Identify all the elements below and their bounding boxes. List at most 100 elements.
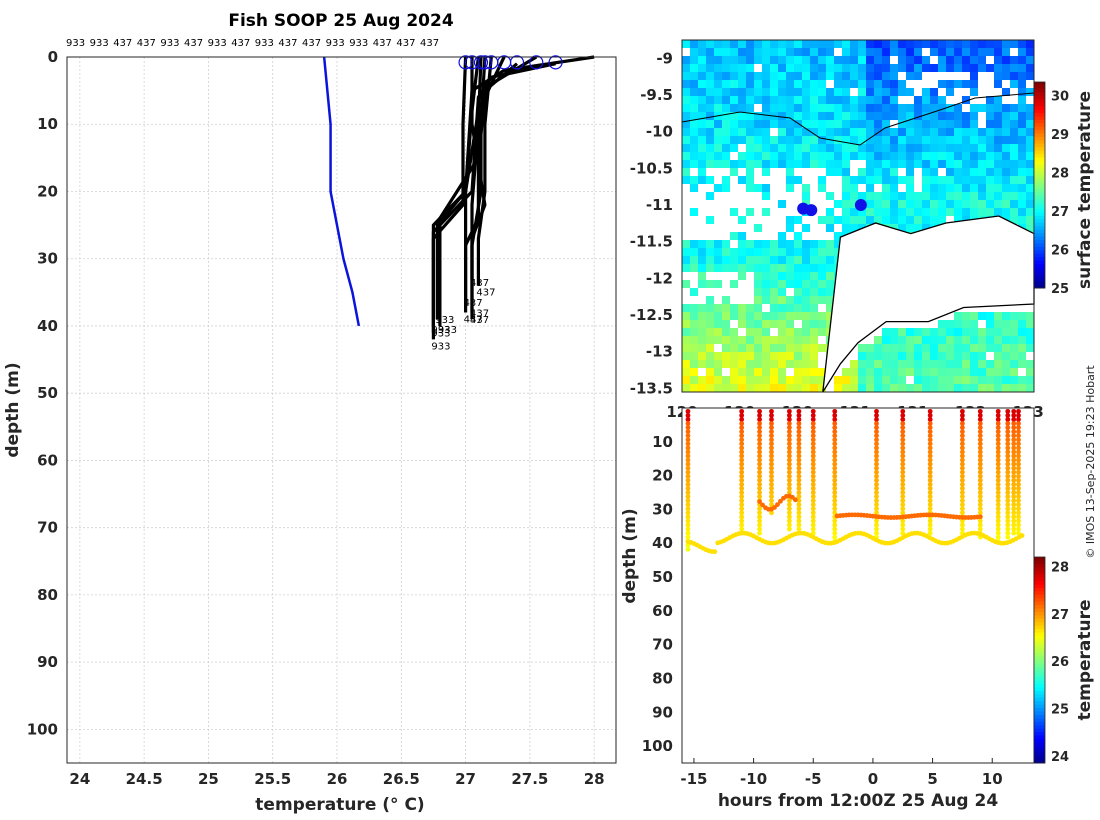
profile-label-7: 437 <box>470 278 489 289</box>
reference-profile-line <box>322 56 361 327</box>
profile-xtick-2: 25 <box>198 770 219 788</box>
profile-ytick-0: 0 <box>48 48 58 66</box>
colorbar-temperature-tick-4: 28 <box>1051 560 1069 575</box>
cast-10 <box>927 408 933 536</box>
vessel-id-14: 437 <box>396 38 415 49</box>
depth-time-ytick-3: 40 <box>652 534 673 552</box>
credit-text: © IMOS 13-Sep-2025 19:23 Hobart <box>1084 365 1097 559</box>
figure-title: Fish SOOP 25 Aug 2024 <box>228 11 454 31</box>
vessel-id-8: 933 <box>255 38 274 49</box>
surface-marker-6 <box>509 55 525 70</box>
cast-12 <box>977 408 983 540</box>
colorbar-surface-tick-3: 28 <box>1051 166 1069 181</box>
colorbar-surface-tick-5: 30 <box>1051 89 1069 104</box>
profile-xtick-1: 24.5 <box>126 770 163 788</box>
profile-label-5: 437 <box>476 288 495 299</box>
vessel-id-3: 437 <box>137 38 156 49</box>
depth-time-ytick-6: 70 <box>652 636 673 654</box>
cast-4 <box>786 408 792 532</box>
surface-marker-0 <box>458 55 473 70</box>
colorbar-temperature-tick-1: 25 <box>1051 703 1069 718</box>
profile-ytick-4: 40 <box>37 317 58 335</box>
sample-location-2 <box>854 199 867 211</box>
depth-time-xtick-1: -10 <box>740 770 767 788</box>
vessel-id-2: 437 <box>113 38 132 49</box>
cast-13 <box>995 408 1001 544</box>
vessel-id-15: 437 <box>420 38 439 49</box>
profile-line-10 <box>464 56 483 300</box>
profile-label-10: 437 <box>464 298 483 309</box>
cast-8 <box>874 408 879 540</box>
surface-marker-8 <box>548 55 563 70</box>
sst-map-panel: 120120120121121122123 -9-9.5-10-10.5-11-… <box>630 39 1095 421</box>
colorbar-temperature-tick-2: 26 <box>1051 655 1069 670</box>
colorbar-surface-label: surface temperature <box>1075 91 1095 289</box>
vessel-id-10: 437 <box>302 38 321 49</box>
map-ytick-2: -10 <box>646 123 673 141</box>
depth-time-ytick-7: 80 <box>652 669 673 687</box>
colorbar-temperature-tick-3: 27 <box>1051 608 1069 623</box>
cast-15 <box>1011 408 1017 536</box>
profile-ytick-10: 100 <box>27 720 58 738</box>
surface-marker-7 <box>529 55 544 70</box>
profile-label-9: 437 <box>470 315 489 326</box>
cast-5 <box>796 408 802 536</box>
profile-line-6 <box>435 56 480 320</box>
colorbar-surface-tick-4: 29 <box>1051 128 1069 143</box>
colorbar-surface-tick-1: 26 <box>1051 243 1069 258</box>
depth-time-panel: -15 -10 -5 0 5 10 10 20 30 40 50 60 70 80 90 100 hours… <box>620 407 1095 811</box>
profile-label-6: 933 <box>435 315 454 326</box>
profile-label-3: 437 <box>470 309 489 320</box>
profile-line-9 <box>470 57 487 320</box>
depth-time-xtick-5: 10 <box>982 770 1003 788</box>
map-ytick-5: -11.5 <box>630 233 673 251</box>
profile-xtick-4: 26 <box>327 770 348 788</box>
cast-9 <box>900 408 906 536</box>
map-ytick-1: -9.5 <box>640 86 673 104</box>
vessel-id-4: 933 <box>160 38 179 49</box>
depth-time-xtick-3: 0 <box>868 770 878 788</box>
vessel-id-1: 933 <box>90 38 109 49</box>
colorbar-temperature-tick-0: 24 <box>1051 750 1069 765</box>
profile-xtick-7: 27.5 <box>511 770 548 788</box>
eez-boundary-line <box>681 92 1035 146</box>
depth-time-ytick-5: 60 <box>652 602 673 620</box>
depth-time-xtick-2: -5 <box>805 770 822 788</box>
colorbar-surface <box>1033 81 1046 289</box>
bottom-track <box>685 530 1025 555</box>
cast-2 <box>757 408 762 536</box>
profile-line-5 <box>476 56 493 286</box>
vessel-id-6: 933 <box>208 38 227 49</box>
surface-marker-2 <box>473 55 489 70</box>
vessel-id-7: 437 <box>231 38 250 49</box>
profile-ytick-3: 30 <box>37 250 58 268</box>
depth-time-ytick-0: 10 <box>652 433 673 451</box>
cast-11 <box>960 408 965 536</box>
vessel-id-11: 933 <box>326 38 345 49</box>
colorbar-temperature-label: temperature <box>1075 599 1095 720</box>
cast-1 <box>739 408 745 536</box>
depth-time-x-label: hours from 12:00Z 25 Aug 24 <box>718 791 999 811</box>
map-ytick-7: -12.5 <box>630 306 673 324</box>
vessel-id-0: 933 <box>66 38 85 49</box>
profile-x-label: temperature (° C) <box>255 795 424 815</box>
map-ytick-3: -10.5 <box>630 159 673 177</box>
profile-ytick-5: 50 <box>37 384 58 402</box>
profile-ytick-9: 90 <box>37 653 58 671</box>
map-ytick-8: -13 <box>646 343 673 361</box>
vessel-id-5: 437 <box>184 38 203 49</box>
profile-line-8 <box>431 56 468 340</box>
profile-label-8: 933 <box>431 341 450 352</box>
depth-time-ytick-2: 30 <box>652 500 673 518</box>
profile-xtick-3: 25.5 <box>254 770 291 788</box>
cast-7 <box>832 408 838 544</box>
profile-xtick-8: 28 <box>584 770 605 788</box>
profile-ytick-6: 60 <box>37 451 58 469</box>
cast-16 <box>1016 408 1021 536</box>
cast-3 <box>769 408 774 516</box>
profile-ytick-1: 10 <box>37 115 58 133</box>
coastline <box>822 215 1035 393</box>
profile-xtick-5: 26.5 <box>383 770 420 788</box>
colorbar-temperature <box>1033 556 1046 764</box>
profile-label-1: 933 <box>431 325 450 336</box>
